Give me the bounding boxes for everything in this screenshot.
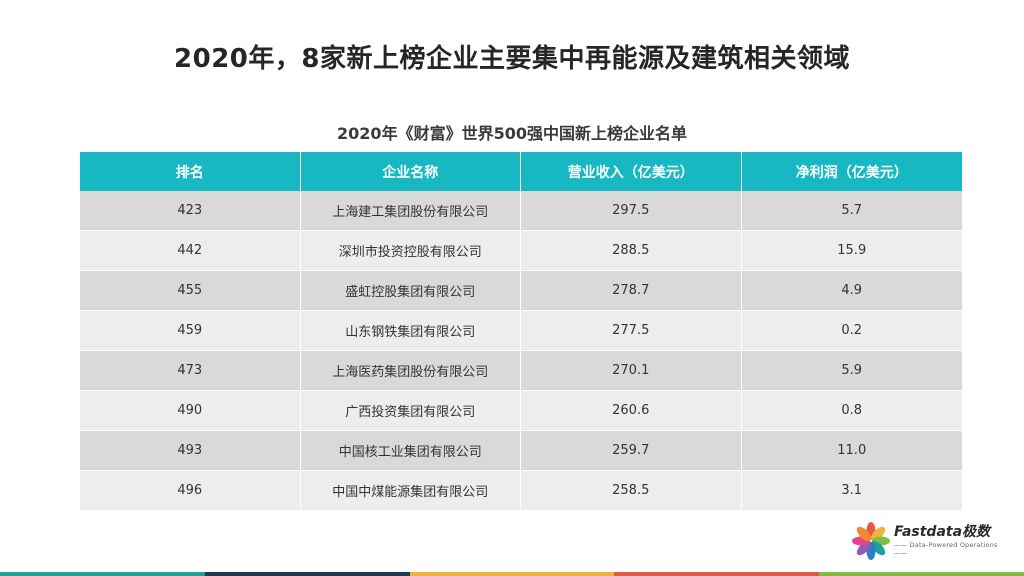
- rank-cell: 496: [80, 471, 301, 510]
- revenue-cell: 258.5: [521, 471, 742, 510]
- rank-cell: 473: [80, 351, 301, 390]
- table-row: 493 中国核工业集团有限公司 259.7 11.0: [80, 430, 962, 470]
- table-row: 423 上海建工集团股份有限公司 297.5 5.7: [80, 191, 962, 230]
- bottom-bar-segment: [0, 572, 205, 576]
- revenue-cell: 297.5: [521, 191, 742, 230]
- bottom-bar-segment: [409, 572, 615, 576]
- column-header-profit: 净利润（亿美元）: [795, 164, 908, 181]
- profit-cell: 11.0: [837, 443, 867, 458]
- company-name-cell: 中国中煤能源集团有限公司: [301, 471, 521, 510]
- table-row: 496 中国中煤能源集团有限公司 258.5 3.1: [80, 470, 962, 510]
- logo-brand-text: Fastdata极数: [894, 524, 991, 540]
- column-header-rank: 排名: [80, 152, 301, 191]
- fastdata-logo: Fastdata极数 —— Data-Powered Operations ——: [850, 518, 1010, 564]
- revenue-cell: 259.7: [521, 431, 742, 470]
- revenue-cell: 260.6: [521, 391, 742, 430]
- table-row: 442 深圳市投资控股有限公司 288.5 15.9: [80, 230, 962, 270]
- revenue-cell: 270.1: [521, 351, 742, 390]
- rank-cell: 490: [80, 391, 301, 430]
- company-table: 排名 企业名称 营业收入（亿美元） 净利润（亿美元） 423 上海建工集团股份有限…: [80, 152, 962, 510]
- profit-cell: 4.9: [841, 283, 863, 298]
- table-header-row: 排名 企业名称 营业收入（亿美元） 净利润（亿美元）: [80, 152, 962, 191]
- logo-petal: [856, 526, 872, 542]
- rank-cell: 459: [80, 311, 301, 350]
- logo-petal: [856, 540, 872, 556]
- company-name-cell: 上海医药集团股份有限公司: [301, 351, 521, 390]
- bottom-color-bar: [0, 572, 1024, 576]
- company-name-cell: 深圳市投资控股有限公司: [301, 231, 521, 270]
- table-row: 455 盛虹控股集团有限公司 278.7 4.9: [80, 270, 962, 310]
- profit-cell: 5.7: [841, 203, 863, 218]
- table-title: 2020年《财富》世界500强中国新上榜企业名单: [337, 124, 687, 143]
- profit-cell: 3.1: [841, 483, 863, 498]
- company-name-cell: 山东钢铁集团有限公司: [301, 311, 521, 350]
- column-header-revenue: 营业收入（亿美元）: [521, 152, 742, 191]
- column-header-company: 企业名称: [301, 152, 521, 191]
- rank-cell: 423: [80, 191, 301, 230]
- company-name-cell: 中国核工业集团有限公司: [301, 431, 521, 470]
- logo-petal: [870, 540, 886, 556]
- revenue-cell: 288.5: [521, 231, 742, 270]
- profit-cell: 0.8: [841, 403, 863, 418]
- logo-petal: [870, 526, 886, 542]
- bottom-bar-segment: [819, 572, 1024, 576]
- bottom-bar-segment: [614, 572, 820, 576]
- page-title: 2020年，8家新上榜企业主要集中再能源及建筑相关领域: [174, 44, 850, 74]
- profit-cell: 15.9: [837, 243, 867, 258]
- profit-cell: 0.2: [841, 323, 863, 338]
- revenue-cell: 278.7: [521, 271, 742, 310]
- company-name-cell: 广西投资集团有限公司: [301, 391, 521, 430]
- table-row: 459 山东钢铁集团有限公司 277.5 0.2: [80, 310, 962, 350]
- profit-cell: 5.9: [841, 363, 863, 378]
- table-body: 423 上海建工集团股份有限公司 297.5 5.7 442 深圳市投资控股有限公司 288…: [80, 191, 962, 510]
- rank-cell: 442: [80, 231, 301, 270]
- logo-tagline: —— Data-Powered Operations ——: [894, 541, 998, 557]
- company-name-cell: 上海建工集团股份有限公司: [301, 191, 521, 230]
- rank-cell: 455: [80, 271, 301, 310]
- rank-cell: 493: [80, 431, 301, 470]
- table-row: 473 上海医药集团股份有限公司 270.1 5.9: [80, 350, 962, 390]
- table-row: 490 广西投资集团有限公司 260.6 0.8: [80, 390, 962, 430]
- company-name-cell: 盛虹控股集团有限公司: [301, 271, 521, 310]
- revenue-cell: 277.5: [521, 311, 742, 350]
- pinwheel-logo-icon: [852, 522, 890, 560]
- bottom-bar-segment: [204, 572, 410, 576]
